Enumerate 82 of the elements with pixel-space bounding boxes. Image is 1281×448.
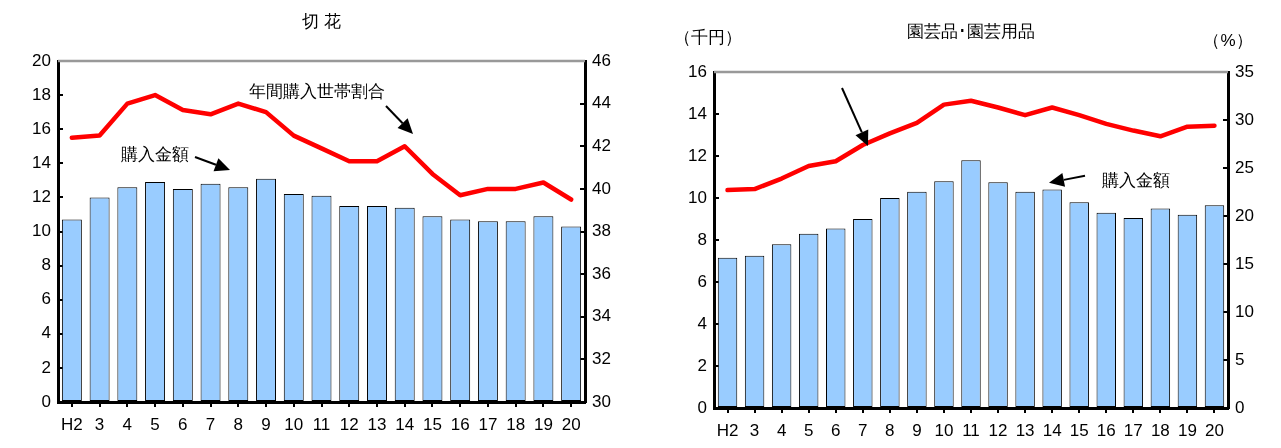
y2-tick-label: 5 <box>1235 349 1245 369</box>
y-tick-label: 12 <box>688 145 707 165</box>
y-tick-label: 18 <box>32 84 51 104</box>
x-tick-label: H2 <box>61 414 83 434</box>
y-tick-label: 0 <box>697 397 707 417</box>
x-tick-label: 3 <box>94 414 105 434</box>
chart-title: 園芸品･園芸用品 <box>907 21 1035 41</box>
y-tick-label: 6 <box>697 271 707 291</box>
x-tick-label: 10 <box>284 414 304 434</box>
x-tick-label: 20 <box>561 414 581 434</box>
series-label: 購入金額 <box>1102 171 1171 191</box>
x-tick-label: 5 <box>803 420 814 440</box>
x-tick-label: 4 <box>776 420 787 440</box>
y-tick-label: 4 <box>697 313 707 333</box>
y-axis-title: （千円） <box>674 27 742 47</box>
y-tick-label: 2 <box>41 357 51 377</box>
x-tick-label: 19 <box>533 414 553 434</box>
y-tick-label: 14 <box>688 103 707 123</box>
x-tick-label: 9 <box>261 414 271 434</box>
x-tick-label: 18 <box>506 414 526 434</box>
y2-tick-label: 42 <box>592 135 611 155</box>
y2-tick-label: 0 <box>1235 397 1245 417</box>
x-tick-label: 13 <box>1015 420 1035 440</box>
y2-tick-label: 20 <box>1235 205 1254 225</box>
x-tick-label: 8 <box>233 414 244 434</box>
y2-tick-label: 30 <box>1235 109 1254 129</box>
x-tick-label: 12 <box>988 420 1008 440</box>
y2-tick-label: 44 <box>592 93 611 113</box>
x-tick-label: 13 <box>367 414 387 434</box>
y2-tick-label: 35 <box>1235 61 1254 81</box>
y2-tick-label: 15 <box>1235 253 1254 273</box>
y-tick-label: 8 <box>697 229 707 249</box>
series-label: 年間購入世帯割合 <box>248 81 385 101</box>
y-tick-label: 10 <box>32 221 51 241</box>
x-tick-label: 18 <box>1150 420 1170 440</box>
y-tick-label: 6 <box>41 289 51 309</box>
y-tick-label: 2 <box>697 355 707 375</box>
x-tick-label: 3 <box>749 420 760 440</box>
x-tick-label: 14 <box>395 414 415 434</box>
x-tick-label: 11 <box>962 420 980 440</box>
x-tick-label: 8 <box>885 420 895 440</box>
x-tick-label: 4 <box>122 414 133 434</box>
y2-tick-label: 46 <box>592 50 611 70</box>
x-tick-label: 19 <box>1177 420 1197 440</box>
y2-tick-label: 30 <box>592 391 611 411</box>
x-tick-label: 17 <box>478 414 498 434</box>
series-label: 購入金額 <box>121 144 190 164</box>
x-tick-label: 9 <box>912 420 922 440</box>
y-tick-label: 20 <box>32 50 51 70</box>
y-tick-label: 4 <box>41 323 51 343</box>
x-tick-label: 20 <box>1205 420 1224 440</box>
x-tick-label: 6 <box>831 420 841 440</box>
x-tick-label: 16 <box>1096 420 1116 440</box>
y2-tick-label: 40 <box>592 178 611 198</box>
y-tick-label: 16 <box>32 118 51 138</box>
x-tick-label: 5 <box>150 414 160 434</box>
y2-axis-title: （%） <box>1203 30 1253 50</box>
y2-tick-label: 36 <box>592 263 611 283</box>
y-tick-label: 16 <box>688 61 707 81</box>
y2-tick-label: 25 <box>1235 157 1254 177</box>
x-tick-label: 10 <box>934 420 954 440</box>
y-tick-label: 0 <box>41 391 51 411</box>
x-tick-label: 15 <box>422 414 442 434</box>
x-tick-label: H2 <box>716 420 739 440</box>
x-tick-label: 7 <box>205 414 216 434</box>
x-tick-label: 11 <box>312 414 331 434</box>
y-tick-label: 10 <box>688 187 707 207</box>
y2-tick-label: 34 <box>592 306 611 326</box>
x-tick-label: 15 <box>1069 420 1089 440</box>
chart-title: 切 花 <box>302 11 341 31</box>
x-tick-label: 7 <box>858 420 868 440</box>
x-tick-label: 17 <box>1123 420 1143 440</box>
y-tick-label: 14 <box>32 152 51 172</box>
y-tick-label: 8 <box>41 255 51 275</box>
x-tick-label: 12 <box>339 414 359 434</box>
y2-tick-label: 32 <box>592 349 611 369</box>
x-tick-label: 16 <box>450 414 470 434</box>
y-tick-label: 12 <box>32 187 51 207</box>
x-tick-label: 14 <box>1042 420 1062 440</box>
y2-tick-label: 38 <box>592 221 611 241</box>
y2-tick-label: 10 <box>1235 301 1254 321</box>
x-tick-label: 6 <box>178 414 188 434</box>
